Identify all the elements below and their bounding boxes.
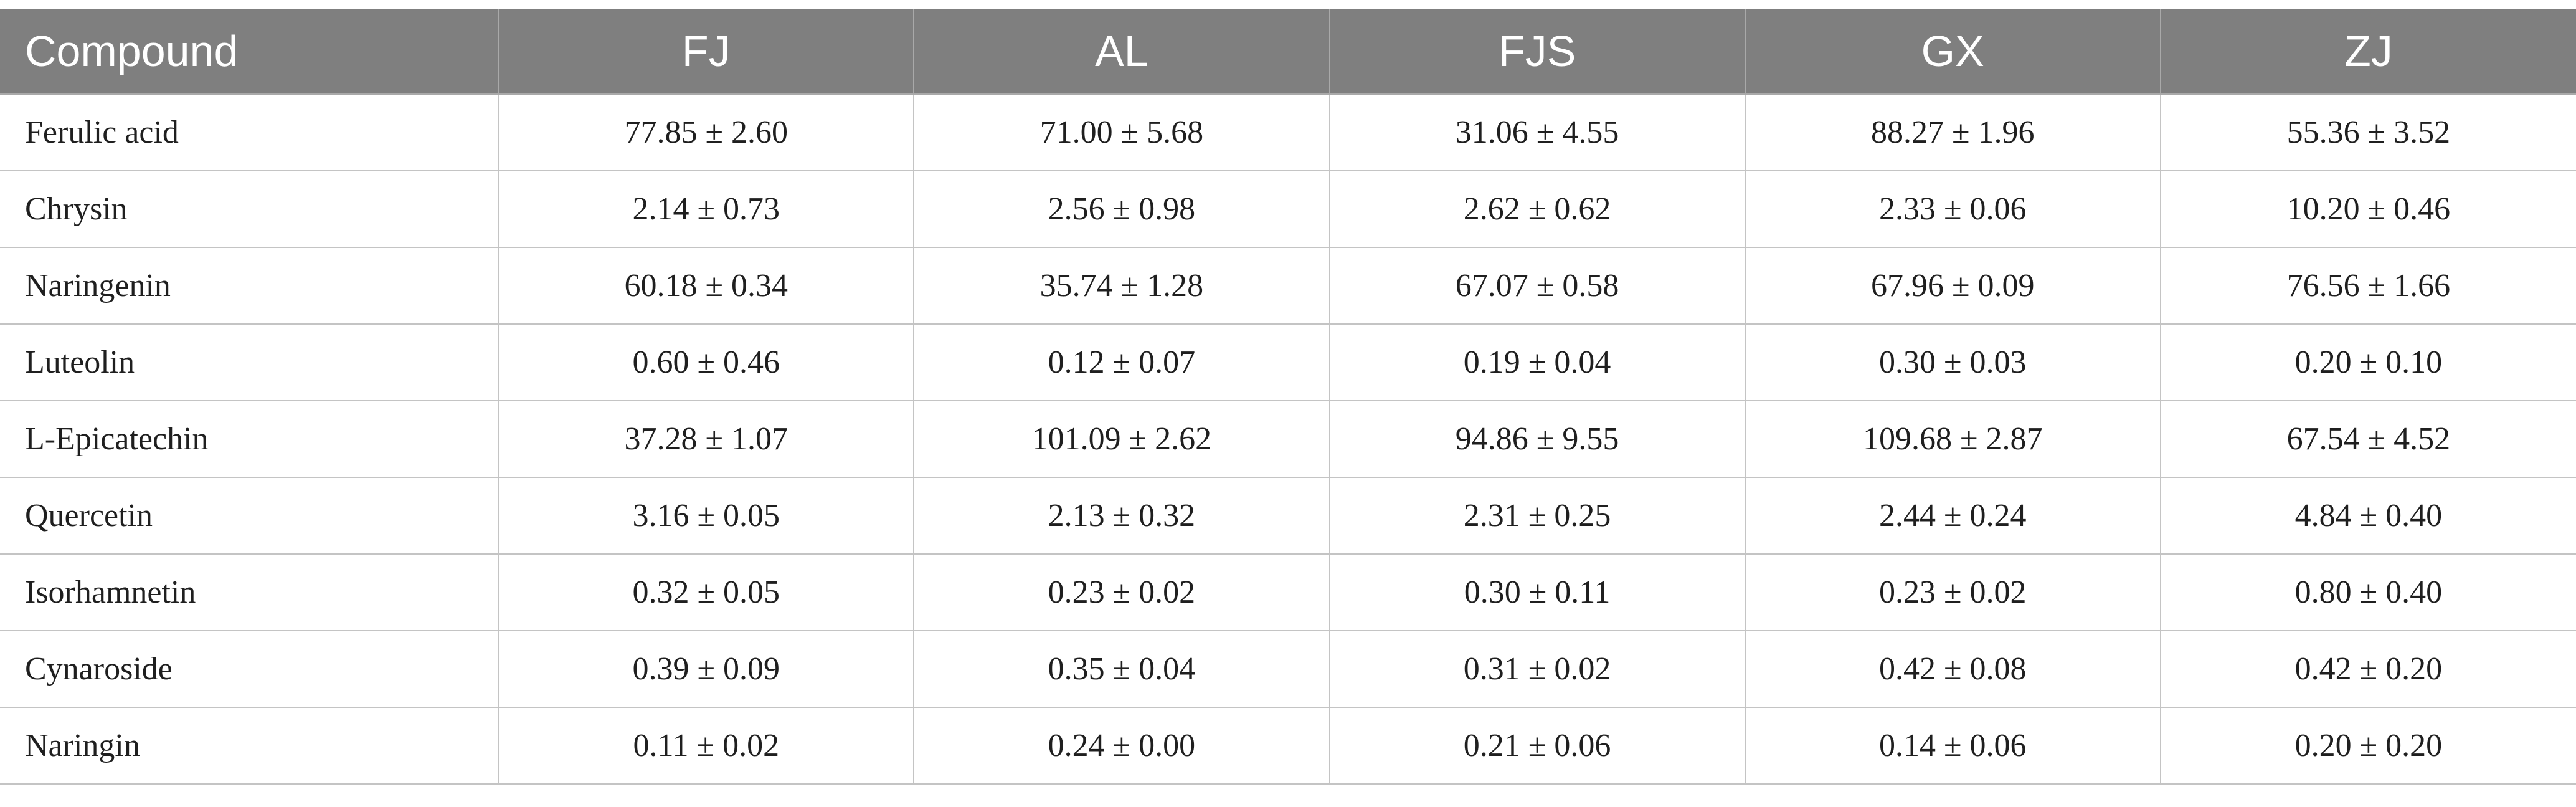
value-cell: 0.24 ± 0.00 [914, 707, 1330, 785]
value-cell: 0.30 ± 0.11 [1329, 554, 1746, 631]
table-row: Naringenin 60.18 ± 0.34 35.74 ± 1.28 67.… [0, 247, 2576, 325]
value-cell: 35.74 ± 1.28 [914, 247, 1330, 325]
header-compound: Compound [0, 9, 500, 95]
value-cell: 31.06 ± 4.55 [1329, 94, 1746, 171]
value-cell: 0.42 ± 0.20 [2160, 631, 2576, 708]
value-cell: 0.23 ± 0.02 [1745, 554, 2161, 631]
value-cell: 88.27 ± 1.96 [1745, 94, 2161, 171]
table-row: L-Epicatechin 37.28 ± 1.07 101.09 ± 2.62… [0, 401, 2576, 478]
compound-name-cell: Luteolin [0, 324, 500, 401]
value-cell: 77.85 ± 2.60 [498, 94, 915, 171]
value-cell: 4.84 ± 0.40 [2160, 477, 2576, 555]
value-cell: 0.23 ± 0.02 [914, 554, 1330, 631]
value-cell: 2.56 ± 0.98 [914, 171, 1330, 248]
table-row: Isorhamnetin 0.32 ± 0.05 0.23 ± 0.02 0.3… [0, 554, 2576, 631]
value-cell: 0.35 ± 0.04 [914, 631, 1330, 708]
value-cell: 55.36 ± 3.52 [2160, 94, 2576, 171]
value-cell: 2.13 ± 0.32 [914, 477, 1330, 555]
compound-name-cell: Quercetin [0, 477, 500, 555]
value-cell: 2.33 ± 0.06 [1745, 171, 2161, 248]
value-cell: 37.28 ± 1.07 [498, 401, 915, 478]
value-cell: 60.18 ± 0.34 [498, 247, 915, 325]
value-cell: 0.32 ± 0.05 [498, 554, 915, 631]
value-cell: 2.31 ± 0.25 [1329, 477, 1746, 555]
value-cell: 2.62 ± 0.62 [1329, 171, 1746, 248]
value-cell: 2.14 ± 0.73 [498, 171, 915, 248]
value-cell: 101.09 ± 2.62 [914, 401, 1330, 478]
table-row: Cynaroside 0.39 ± 0.09 0.35 ± 0.04 0.31 … [0, 631, 2576, 708]
value-cell: 76.56 ± 1.66 [2160, 247, 2576, 325]
value-cell: 0.11 ± 0.02 [498, 707, 915, 785]
value-cell: 3.16 ± 0.05 [498, 477, 915, 555]
value-cell: 0.42 ± 0.08 [1745, 631, 2161, 708]
value-cell: 94.86 ± 9.55 [1329, 401, 1746, 478]
value-cell: 0.14 ± 0.06 [1745, 707, 2161, 785]
header-zj: ZJ [2160, 9, 2576, 95]
header-row: Compound FJ AL FJS GX ZJ [0, 9, 2576, 95]
value-cell: 0.12 ± 0.07 [914, 324, 1330, 401]
value-cell: 2.44 ± 0.24 [1745, 477, 2161, 555]
value-cell: 0.20 ± 0.20 [2160, 707, 2576, 785]
value-cell: 10.20 ± 0.46 [2160, 171, 2576, 248]
compound-name-cell: L-Epicatechin [0, 401, 500, 478]
value-cell: 0.39 ± 0.09 [498, 631, 915, 708]
header-fjs: FJS [1329, 9, 1746, 95]
compound-name-cell: Cynaroside [0, 631, 500, 708]
value-cell: 0.19 ± 0.04 [1329, 324, 1746, 401]
table-header: Compound FJ AL FJS GX ZJ [0, 9, 2576, 95]
value-cell: 67.54 ± 4.52 [2160, 401, 2576, 478]
table-row: Quercetin 3.16 ± 0.05 2.13 ± 0.32 2.31 ±… [0, 477, 2576, 555]
value-cell: 67.96 ± 0.09 [1745, 247, 2161, 325]
table-row: Ferulic acid 77.85 ± 2.60 71.00 ± 5.68 3… [0, 94, 2576, 171]
value-cell: 0.30 ± 0.03 [1745, 324, 2161, 401]
compound-table-container: Compound FJ AL FJS GX ZJ Ferulic acid 77… [0, 9, 2576, 785]
header-gx: GX [1745, 9, 2161, 95]
header-al: AL [914, 9, 1330, 95]
value-cell: 0.21 ± 0.06 [1329, 707, 1746, 785]
header-fj: FJ [498, 9, 915, 95]
table-body: Ferulic acid 77.85 ± 2.60 71.00 ± 5.68 3… [0, 94, 2576, 785]
value-cell: 0.80 ± 0.40 [2160, 554, 2576, 631]
value-cell: 67.07 ± 0.58 [1329, 247, 1746, 325]
value-cell: 0.60 ± 0.46 [498, 324, 915, 401]
value-cell: 109.68 ± 2.87 [1745, 401, 2161, 478]
table-row: Naringin 0.11 ± 0.02 0.24 ± 0.00 0.21 ± … [0, 707, 2576, 785]
value-cell: 0.20 ± 0.10 [2160, 324, 2576, 401]
value-cell: 71.00 ± 5.68 [914, 94, 1330, 171]
compound-name-cell: Naringenin [0, 247, 500, 325]
value-cell: 0.31 ± 0.02 [1329, 631, 1746, 708]
compound-name-cell: Chrysin [0, 171, 500, 248]
compound-name-cell: Naringin [0, 707, 500, 785]
table-row: Chrysin 2.14 ± 0.73 2.56 ± 0.98 2.62 ± 0… [0, 171, 2576, 248]
compound-name-cell: Ferulic acid [0, 94, 500, 171]
compound-table: Compound FJ AL FJS GX ZJ Ferulic acid 77… [0, 9, 2576, 785]
compound-name-cell: Isorhamnetin [0, 554, 500, 631]
table-row: Luteolin 0.60 ± 0.46 0.12 ± 0.07 0.19 ± … [0, 324, 2576, 401]
